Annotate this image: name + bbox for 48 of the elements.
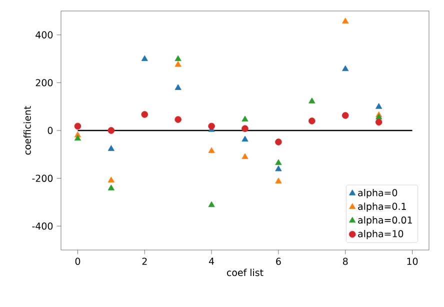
x-axis-title: coef list bbox=[226, 268, 264, 276]
point bbox=[108, 184, 114, 190]
point bbox=[275, 178, 282, 184]
y-axis-title: coefficient bbox=[24, 106, 31, 155]
x-tick-label: 8 bbox=[342, 258, 348, 265]
point bbox=[108, 176, 114, 182]
x-tick-label: 2 bbox=[142, 258, 147, 265]
point bbox=[174, 60, 182, 67]
y-tick-label: -200 bbox=[32, 174, 53, 182]
point bbox=[174, 116, 182, 123]
point bbox=[242, 116, 248, 122]
legend-label: alpha=10 bbox=[358, 230, 404, 240]
point bbox=[74, 134, 82, 141]
point bbox=[108, 127, 115, 134]
point bbox=[275, 138, 282, 146]
x-tick-label: 6 bbox=[276, 258, 281, 265]
y-tick-label: 0 bbox=[48, 126, 53, 134]
point bbox=[74, 122, 82, 130]
point bbox=[208, 122, 215, 130]
point bbox=[275, 159, 282, 165]
point bbox=[342, 112, 349, 119]
x-tick-label: 4 bbox=[209, 258, 214, 265]
point bbox=[308, 98, 316, 104]
y-tick-label: -400 bbox=[32, 222, 53, 230]
point bbox=[174, 84, 182, 90]
y-tick-label: 200 bbox=[36, 79, 53, 86]
point bbox=[108, 145, 114, 151]
point bbox=[342, 65, 349, 72]
point bbox=[141, 111, 148, 118]
legend-label: alpha=0.1 bbox=[358, 202, 406, 212]
point bbox=[242, 125, 248, 132]
y-tick-label: 400 bbox=[36, 31, 53, 38]
point bbox=[174, 55, 182, 62]
x-tick-label: 10 bbox=[407, 258, 418, 265]
point bbox=[208, 147, 215, 154]
point bbox=[275, 165, 282, 172]
point bbox=[376, 114, 382, 120]
point bbox=[375, 118, 382, 126]
point bbox=[242, 136, 248, 142]
legend-label: alpha=0.01 bbox=[358, 216, 412, 226]
legend-label: alpha=0 bbox=[358, 188, 398, 198]
point bbox=[308, 118, 316, 124]
point bbox=[342, 18, 349, 24]
x-tick-label: 0 bbox=[75, 258, 80, 265]
point bbox=[376, 103, 382, 109]
point bbox=[208, 201, 215, 208]
point bbox=[242, 153, 248, 160]
point bbox=[141, 55, 148, 62]
